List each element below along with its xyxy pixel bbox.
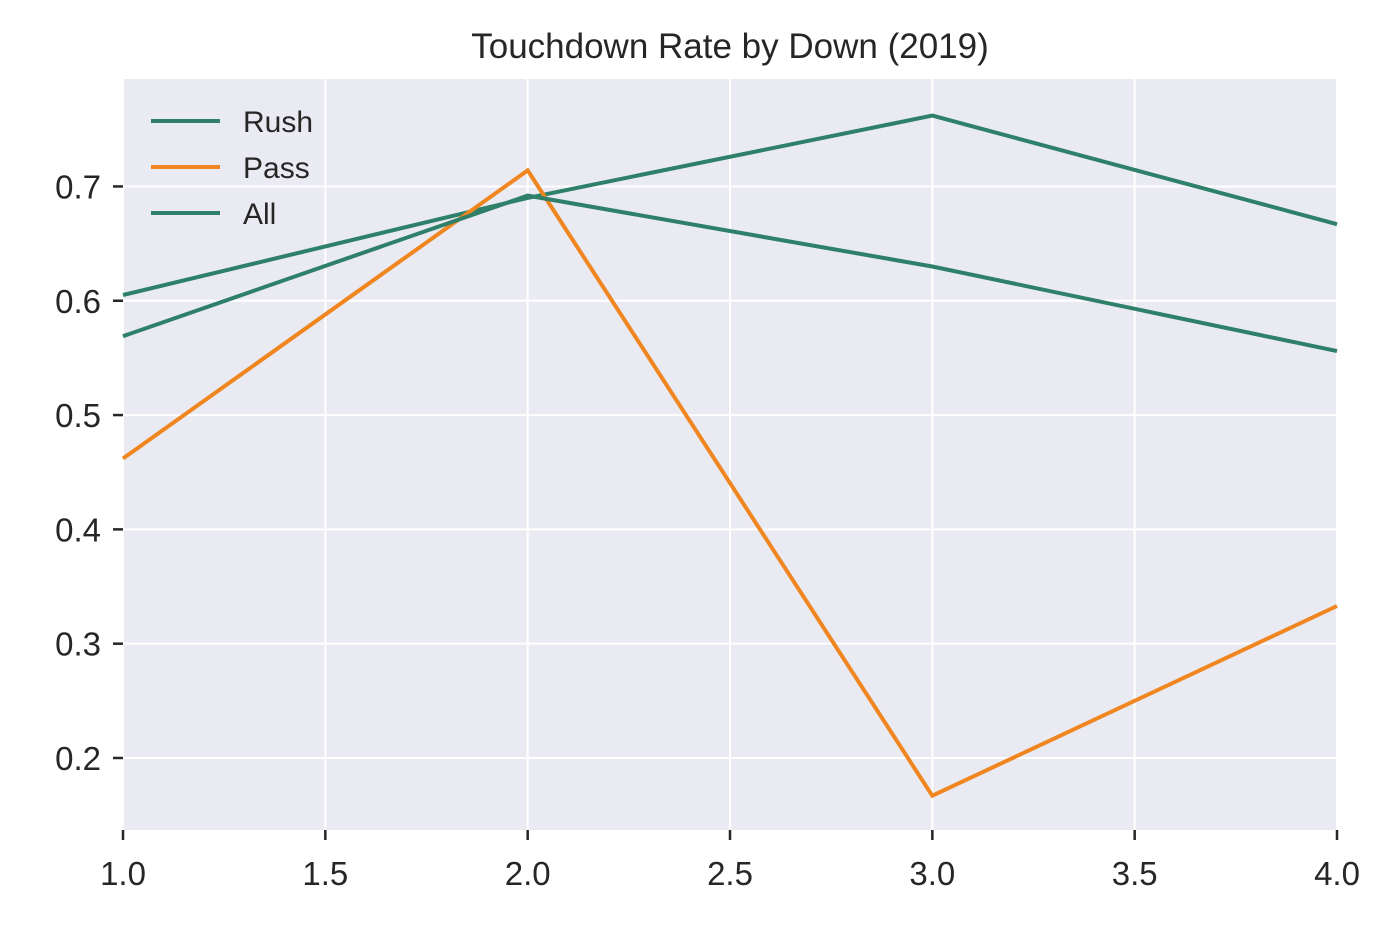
y-tick-label: 0.4	[55, 511, 101, 548]
y-tick-label: 0.6	[55, 283, 101, 320]
axes: 1.0 1.5 2.0 2.5 3.0 3.5 4.0 0.2 0.3 0.4 0.5 0.6 0.7	[55, 168, 1360, 892]
x-tick-label: 4.0	[1314, 855, 1360, 892]
y-tick-label: 0.7	[55, 168, 101, 205]
x-tick-label: 1.0	[100, 855, 146, 892]
x-tick-label: 2.0	[505, 855, 551, 892]
series-line-rush	[122, 113, 1338, 297]
x-tick-label: 2.5	[707, 855, 753, 892]
legend: Rush Pass All	[151, 106, 313, 231]
x-tick-label: 3.0	[909, 855, 955, 892]
series-line-pass	[121, 167, 1338, 799]
y-tick-label: 0.3	[55, 626, 101, 663]
x-tick-label: 3.5	[1112, 855, 1158, 892]
legend-label-rush: Rush	[243, 106, 313, 139]
y-tick-label: 0.2	[55, 740, 101, 777]
x-tick-label: 1.5	[302, 855, 348, 892]
series-lines	[121, 113, 1338, 799]
y-tick-label: 0.5	[55, 397, 101, 434]
chart-title: Touchdown Rate by Down (2019)	[471, 27, 989, 66]
series-line-all	[122, 193, 1338, 354]
legend-label-pass: Pass	[243, 152, 310, 185]
grid	[122, 79, 1338, 830]
legend-label-all: All	[243, 198, 276, 231]
